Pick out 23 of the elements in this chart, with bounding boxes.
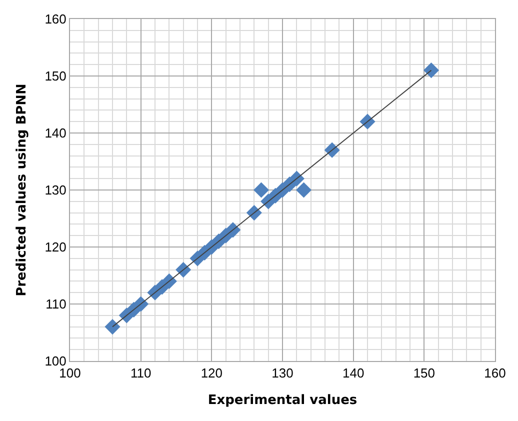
x-axis-title: Experimental values <box>208 393 358 408</box>
x-tick-label: 150 <box>413 366 436 381</box>
point <box>246 205 262 221</box>
point <box>360 114 376 130</box>
x-tick-label: 160 <box>484 366 506 381</box>
y-tick-label: 160 <box>44 12 66 27</box>
point <box>104 319 120 335</box>
x-tick-label: 110 <box>130 366 152 381</box>
y-tick-label: 130 <box>44 182 66 198</box>
y-tick-label: 140 <box>44 126 66 141</box>
point <box>423 62 440 78</box>
point <box>288 170 304 186</box>
y-tick-label: 150 <box>44 68 66 84</box>
x-tick-label: 130 <box>272 366 294 381</box>
x-tick-label: 140 <box>342 366 364 381</box>
point <box>253 182 270 198</box>
y-axis-title: Predicted values using BPNN <box>14 84 30 296</box>
point <box>176 262 192 278</box>
point <box>161 273 177 289</box>
y-tick-label: 120 <box>44 240 66 255</box>
x-tick-label: 120 <box>200 366 223 381</box>
y-tick-label: 110 <box>46 296 66 312</box>
point <box>296 182 312 198</box>
